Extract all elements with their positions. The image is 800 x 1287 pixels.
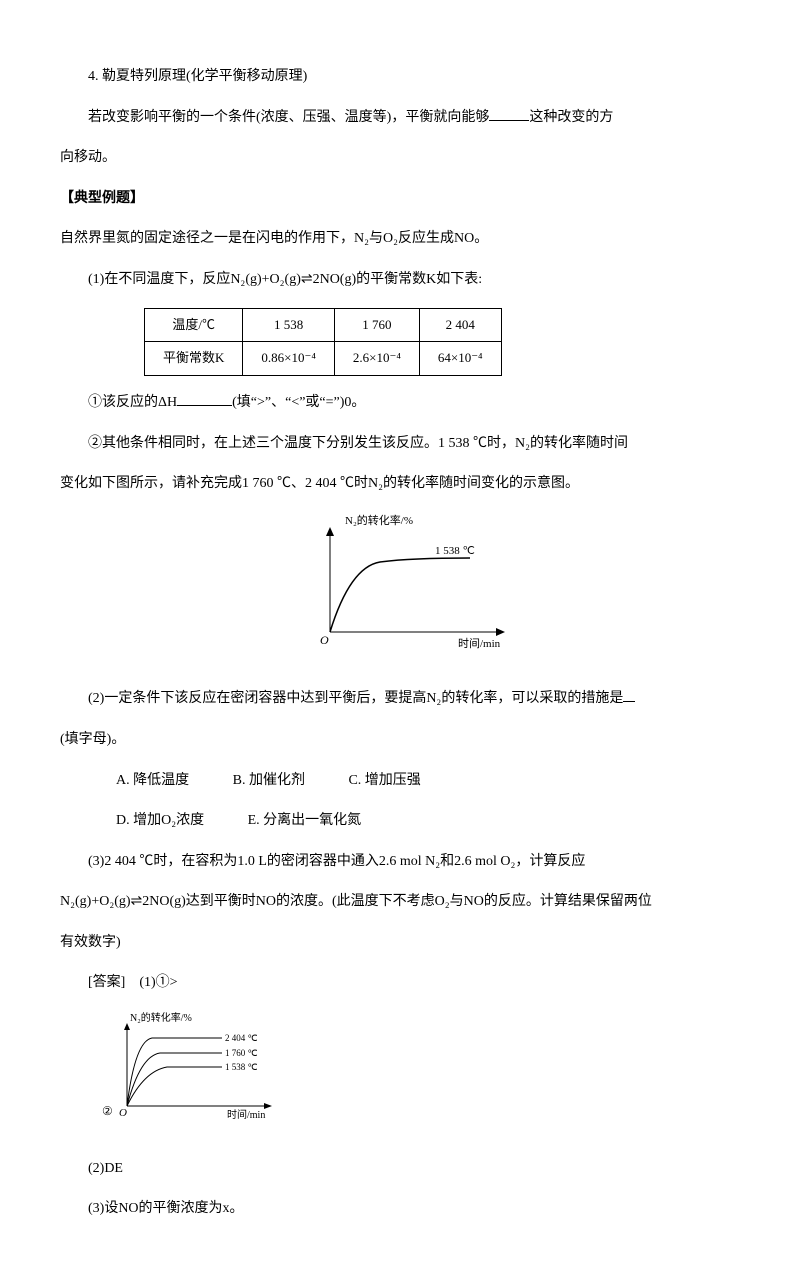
q2b: (填字母)。 xyxy=(60,727,740,754)
text: ①该反应的ΔH xyxy=(88,395,177,410)
option-d: D. 增加O₂浓度 xyxy=(116,808,204,835)
cell: 0.86×10⁻⁴ xyxy=(243,342,334,376)
q3c: 有效数字) xyxy=(60,930,740,957)
options-row-2: D. 增加O₂浓度 E. 分离出一氧化氮 xyxy=(116,808,740,835)
x-axis-label: 时间/min xyxy=(458,637,501,650)
option-b: B. 加催化剂 xyxy=(233,768,305,795)
text: 若改变影响平衡的一个条件(浓度、压强、温度等)，平衡就向能够 xyxy=(88,110,489,125)
paragraph: 向移动。 xyxy=(60,145,740,172)
option-e: E. 分离出一氧化氮 xyxy=(248,808,362,835)
cell: 64×10⁻⁴ xyxy=(419,342,501,376)
option-c: C. 增加压强 xyxy=(348,768,420,795)
table-row: 温度/℃ 1 538 1 760 2 404 xyxy=(145,308,502,342)
answer-label: [答案] (1)①> xyxy=(60,970,740,997)
cell: 温度/℃ xyxy=(145,308,243,342)
answer-3: (3)设NO的平衡浓度为x。 xyxy=(60,1196,740,1223)
curve-1538 xyxy=(127,1067,222,1106)
blank xyxy=(489,106,529,121)
q3b: N₂(g)+O₂(g)⇌2NO(g)达到平衡时NO的浓度。(此温度下不考虑O₂与… xyxy=(60,889,740,916)
curve-1760 xyxy=(127,1053,222,1106)
q1-1: ①该反应的ΔH (填“>”、“<”或“=”)0。 xyxy=(60,390,740,417)
y-axis-label: N₂的转化率/% xyxy=(345,513,413,527)
origin-label: O xyxy=(119,1107,127,1119)
cell: 2.6×10⁻⁴ xyxy=(334,342,419,376)
cell: 平衡常数K xyxy=(145,342,243,376)
table-row: 平衡常数K 0.86×10⁻⁴ 2.6×10⁻⁴ 64×10⁻⁴ xyxy=(145,342,502,376)
q1-2: ②其他条件相同时，在上述三个温度下分别发生该反应。1 538 ℃时，N₂的转化率… xyxy=(60,431,740,458)
label-2404: 2 404 ℃ xyxy=(225,1033,258,1043)
text: 这种改变的方 xyxy=(529,110,613,125)
y-axis-label: N₂的转化率/% xyxy=(130,1011,192,1024)
arrow-icon xyxy=(326,527,334,536)
chart-1: N₂的转化率/% 1 538 ℃ O 时间/min xyxy=(60,512,740,673)
q1-lead: (1)在不同温度下，反应N₂(g)+O₂(g)⇌2NO(g)的平衡常数K如下表: xyxy=(60,267,740,294)
arrow-icon xyxy=(496,628,505,636)
text: (填“>”、“<”或“=”)0。 xyxy=(232,395,365,410)
prefix: ② xyxy=(102,1104,113,1118)
q3a: (3)2 404 ℃时，在容积为1.0 L的密闭容器中通入2.6 mol N₂和… xyxy=(60,849,740,876)
heading-4: 4. 勒夏特列原理(化学平衡移动原理) xyxy=(60,64,740,91)
chart-2: N₂的转化率/% 2 404 ℃ 1 760 ℃ 1 538 ℃ ② O 时间/… xyxy=(102,1011,740,1142)
x-axis-label: 时间/min xyxy=(227,1108,265,1121)
origin-label: O xyxy=(320,633,329,647)
cell: 1 760 xyxy=(334,308,419,342)
q2: (2)一定条件下该反应在密闭容器中达到平衡后，要提高N₂的转化率，可以采取的措施… xyxy=(60,686,740,713)
equilibrium-table: 温度/℃ 1 538 1 760 2 404 平衡常数K 0.86×10⁻⁴ 2… xyxy=(144,308,502,376)
q1-2b: 变化如下图所示，请补充完成1 760 ℃、2 404 ℃时N₂的转化率随时间变化… xyxy=(60,471,740,498)
text: (2)一定条件下该反应在密闭容器中达到平衡后，要提高N₂的转化率，可以采取的措施… xyxy=(88,691,623,706)
option-a: A. 降低温度 xyxy=(116,768,189,795)
blank xyxy=(177,391,232,406)
blank xyxy=(623,687,635,702)
answer-chart-svg: N₂的转化率/% 2 404 ℃ 1 760 ℃ 1 538 ℃ ② O 时间/… xyxy=(102,1011,312,1131)
cell: 1 538 xyxy=(243,308,334,342)
section-title: 【典型例题】 xyxy=(60,186,740,213)
curve-2404 xyxy=(127,1038,222,1106)
options-row-1: A. 降低温度 B. 加催化剂 C. 增加压强 xyxy=(116,768,740,795)
curve-label: 1 538 ℃ xyxy=(435,545,475,557)
label-1760: 1 760 ℃ xyxy=(225,1048,258,1058)
intro: 自然界里氮的固定途径之一是在闪电的作用下，N₂与O₂反应生成NO。 xyxy=(60,226,740,253)
curve-1538 xyxy=(330,558,470,632)
arrow-icon xyxy=(124,1023,130,1030)
label-1538: 1 538 ℃ xyxy=(225,1062,258,1072)
answer-2: (2)DE xyxy=(60,1156,740,1183)
cell: 2 404 xyxy=(419,308,501,342)
arrow-icon xyxy=(264,1103,272,1109)
paragraph: 若改变影响平衡的一个条件(浓度、压强、温度等)，平衡就向能够 这种改变的方 xyxy=(60,105,740,132)
conversion-chart-svg: N₂的转化率/% 1 538 ℃ O 时间/min xyxy=(270,512,530,662)
